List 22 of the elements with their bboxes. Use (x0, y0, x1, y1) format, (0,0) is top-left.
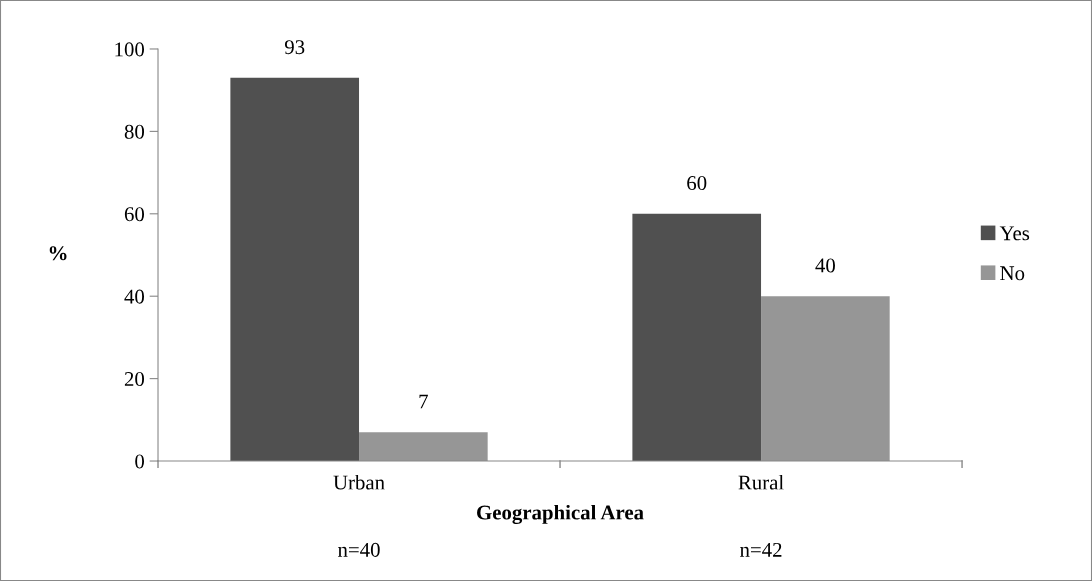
y-tick-label: 0 (135, 454, 145, 469)
y-tick-label: 80 (124, 124, 145, 139)
y-tick-label: 20 (124, 371, 145, 387)
x-axis-title: Geographical Area (477, 504, 644, 524)
data-label: 60 (687, 176, 707, 191)
x-tick-label: Rural (738, 474, 784, 490)
data-label: 93 (284, 40, 305, 55)
bar (632, 213, 762, 462)
y-tick-label: 60 (124, 207, 145, 222)
data-label: 7 (419, 394, 428, 409)
text: n=40 (338, 542, 380, 557)
x-tick-label: Urban (333, 474, 385, 490)
legend-label: Yes (999, 226, 1030, 241)
data-label: 40 (815, 258, 835, 273)
y-tick-label: 100 (115, 42, 145, 57)
bar (761, 296, 890, 462)
bar (359, 432, 488, 462)
bar (230, 77, 360, 462)
y-axis-title: % (49, 246, 67, 261)
legend-label: No (1000, 266, 1025, 281)
y-tick-label: 40 (124, 289, 145, 304)
text: n=42 (740, 542, 782, 557)
